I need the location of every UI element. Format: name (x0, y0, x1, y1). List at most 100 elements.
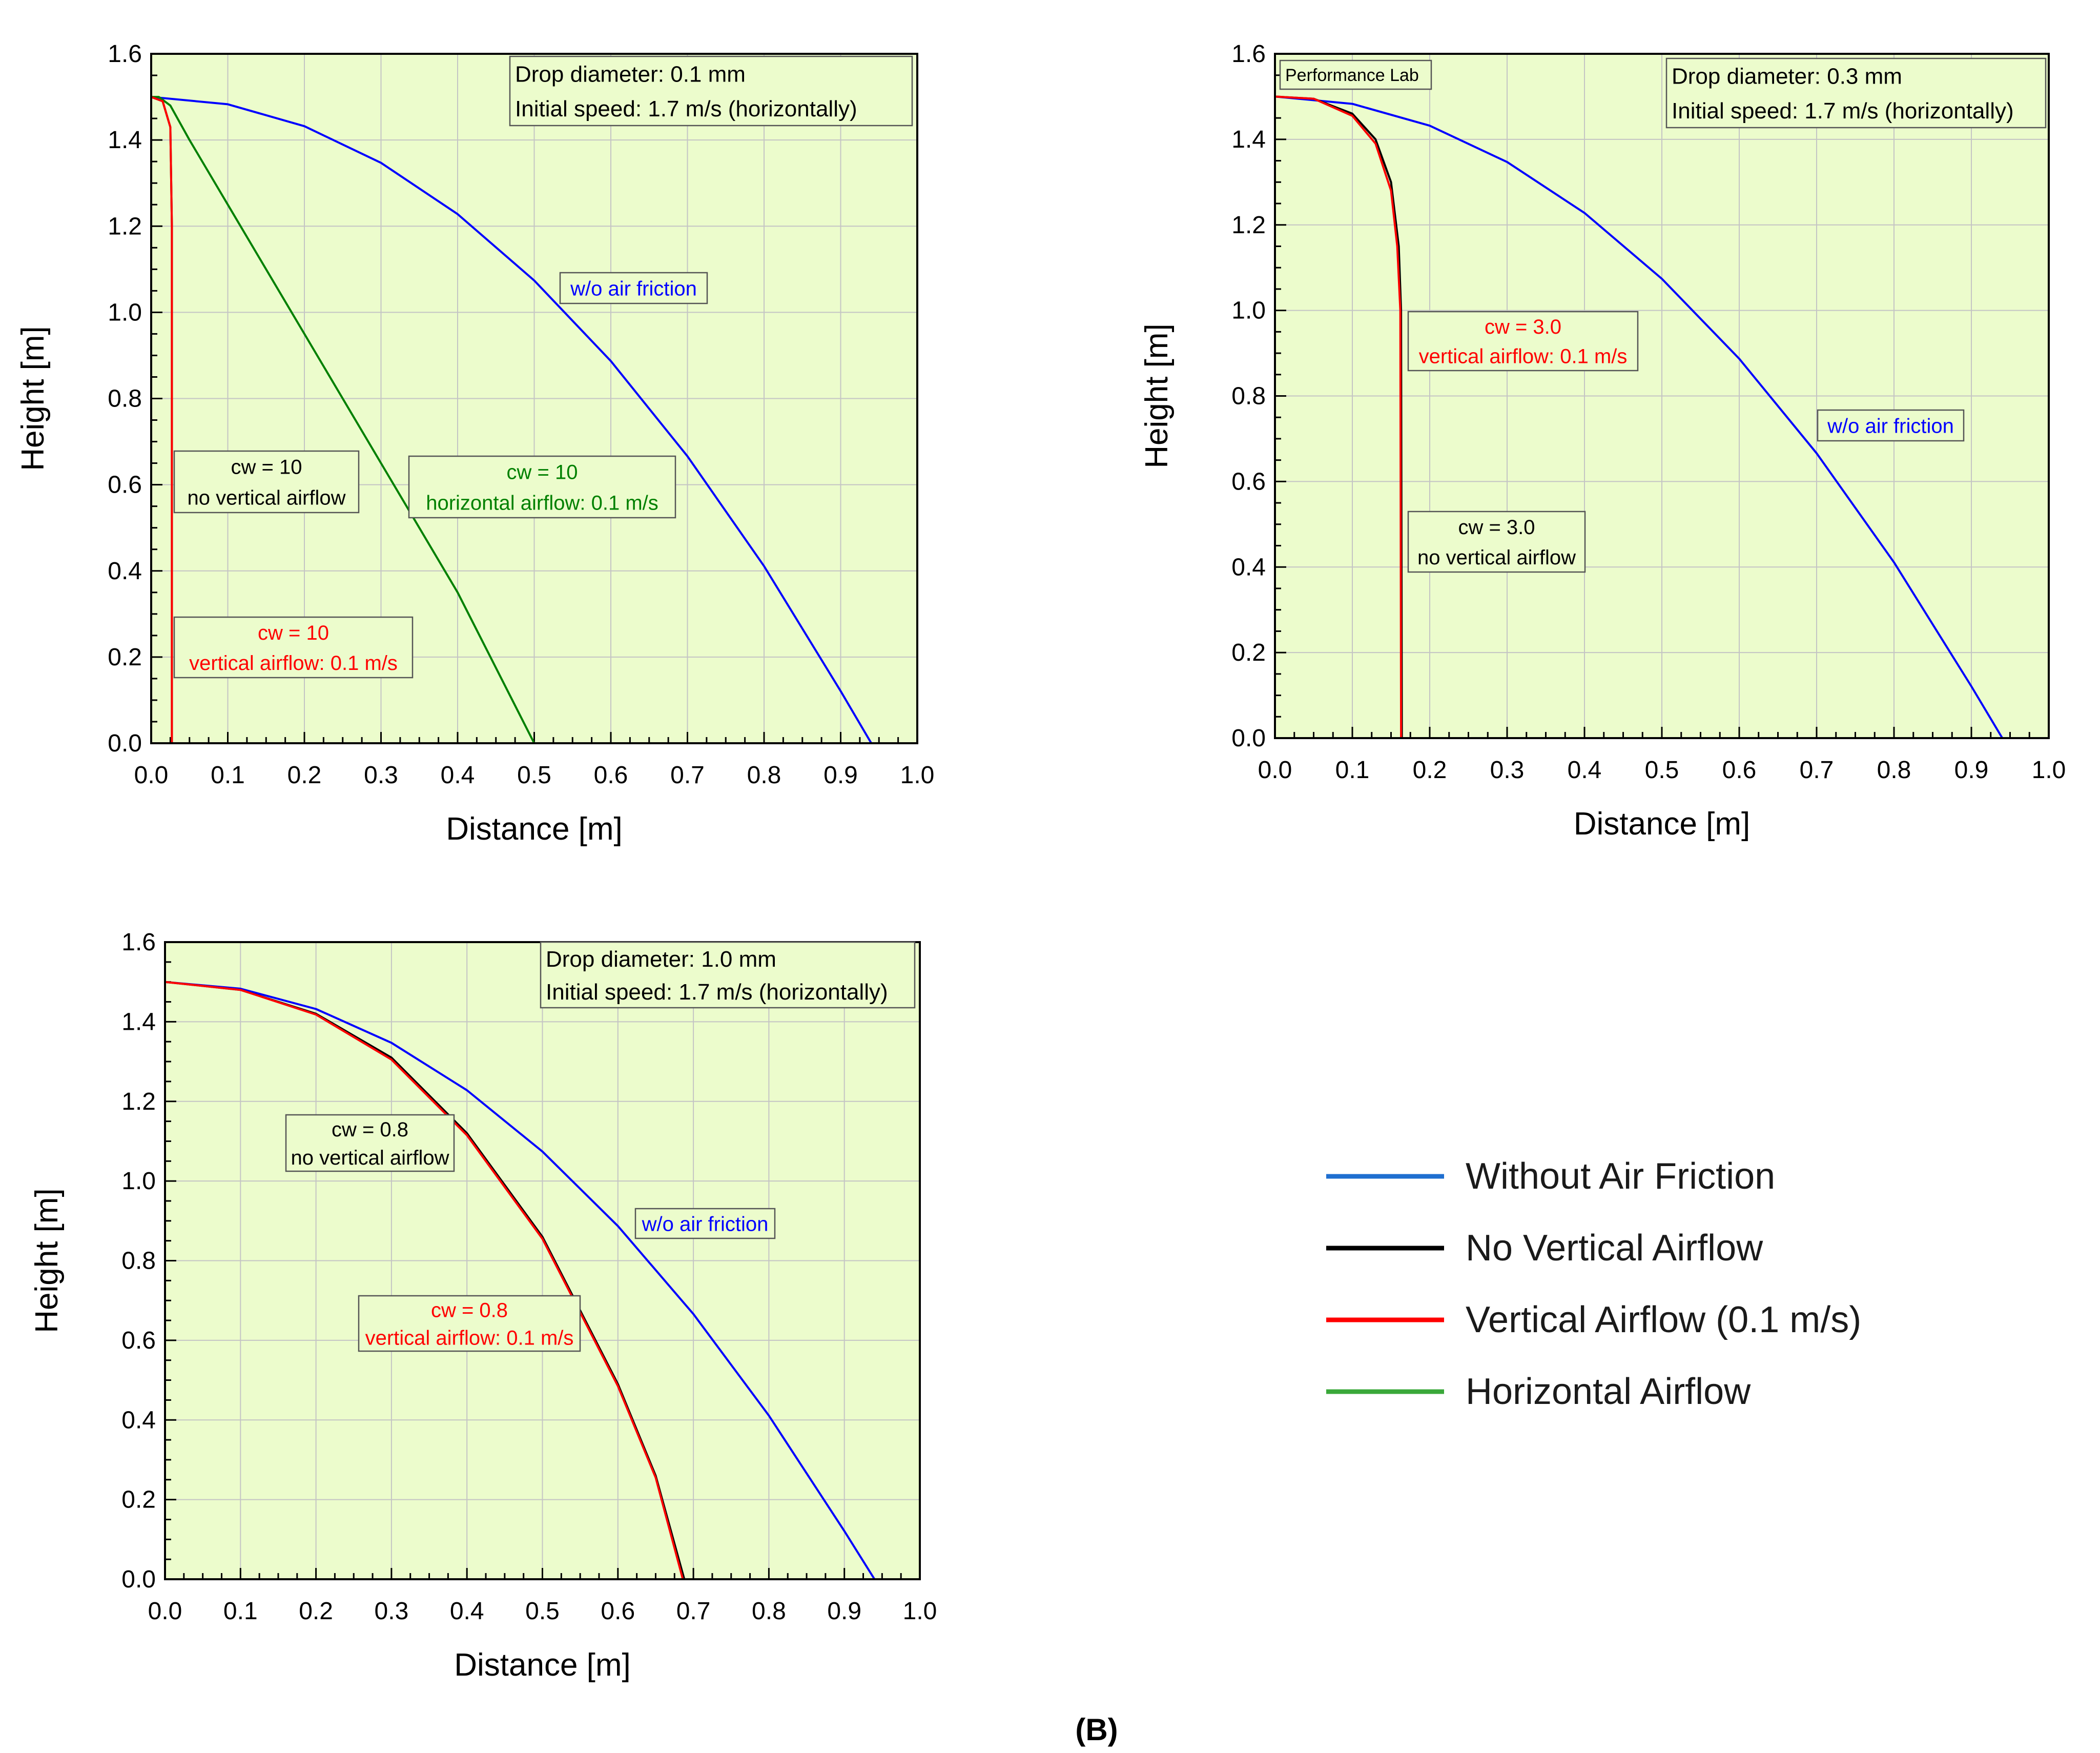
y-tick-label: 1.4 (108, 127, 142, 154)
annotation-2: cw = 10 no vertical airflow (173, 450, 360, 514)
x-tick-label: 0.4 (441, 762, 475, 789)
y-tick-label: 1.0 (121, 1168, 156, 1195)
annotation-4-text: vertical airflow: 0.1 m/s (189, 652, 398, 675)
y-tick-label: 0.8 (1231, 383, 1266, 410)
series-line-1 (151, 96, 873, 744)
x-tick-label: 0.2 (287, 762, 322, 789)
annotation-3: cw = 10 horizontal airflow: 0.1 m/s (408, 455, 676, 519)
annotation-3-text: no vertical airflow (1417, 546, 1576, 569)
chart-panel-3: 0.0 0.1 0.2 0.3 0.4 0.5 0.6 0.7 0.8 0.9 1.0 0.0 0.2 0… (29, 929, 937, 1683)
y-tick-label: 0.4 (121, 1407, 156, 1434)
y-tick-label: 0.6 (1231, 468, 1266, 495)
series-line-4 (151, 96, 173, 743)
corner-label-frame (1279, 59, 1432, 90)
y-tick-label: 0.0 (121, 1566, 156, 1593)
y-axis-label: Height [m] (29, 1188, 65, 1333)
x-tick-label: 0.3 (1490, 757, 1525, 784)
y-tick-label: 0.2 (1231, 639, 1266, 666)
series-line-1 (164, 981, 876, 1580)
x-tick-label: 0.6 (1722, 757, 1757, 784)
plots: 0.0 0.1 0.2 0.3 0.4 0.5 0.6 0.7 0.8 0.9 1.0 0.0 0.2 0… (15, 40, 2066, 1683)
x-tick-label: 0.8 (1877, 757, 1911, 784)
info-box-frame (509, 55, 913, 127)
x-tick-label: 0.3 (364, 762, 398, 789)
corner-label: Performance Lab (1279, 59, 1432, 90)
annotation-3-frame (408, 455, 676, 519)
x-tick-label: 1.0 (2032, 757, 2066, 784)
legend-label: Vertical Airflow (0.1 m/s) (1466, 1299, 1861, 1340)
y-axis-label: Height [m] (15, 326, 51, 471)
legend: Without Air Friction No Vertical Airflow V… (1326, 1156, 1861, 1412)
chart-panel-2: 0.0 0.1 0.2 0.3 0.4 0.5 0.6 0.7 0.8 0.9 1.0 0.0 0.2 0… (1139, 40, 2066, 842)
annotation-4-text: cw = 10 (258, 622, 329, 644)
x-axis-label: Distance [m] (446, 811, 623, 847)
y-axis-label: Height [m] (1139, 323, 1175, 468)
plot-frame (150, 53, 918, 744)
x-tick-label: 0.5 (1645, 757, 1679, 784)
annotation-1-text: cw = 3.0 (1485, 316, 1561, 338)
annotation-1-text: w/o air friction (570, 277, 697, 300)
info-box: Drop diameter: 0.3 mm Initial speed: 1.7 … (1665, 57, 2047, 129)
y-tick-label: 0.4 (108, 558, 142, 585)
y-tick-label: 0.8 (121, 1248, 156, 1275)
info-box-text: Drop diameter: 1.0 mm (546, 947, 776, 972)
x-tick-label: 0.2 (299, 1598, 333, 1625)
annotation-3-text: cw = 0.8 (431, 1299, 508, 1321)
annotation-2-text: cw = 10 (231, 456, 302, 478)
annotation-1-text: cw = 0.8 (332, 1118, 408, 1141)
annotation-1: cw = 3.0 vertical airflow: 0.1 m/s (1407, 311, 1639, 372)
x-tick-label: 0.3 (375, 1598, 409, 1625)
x-axis-label: Distance [m] (1574, 806, 1751, 842)
annotation-4-frame (173, 616, 414, 679)
y-tick-label: 1.4 (1231, 126, 1266, 153)
x-tick-label: 0.4 (1568, 757, 1602, 784)
y-tick-label: 0.2 (108, 644, 142, 671)
x-tick-label: 0.5 (517, 762, 551, 789)
info-box-text: Drop diameter: 0.1 mm (515, 62, 746, 87)
series-line-2 (151, 96, 536, 744)
chart-panel-1: 0.0 0.1 0.2 0.3 0.4 0.5 0.6 0.7 0.8 0.9 1.0 0.0 0.2 0… (15, 40, 934, 847)
x-tick-label: 1.0 (903, 1598, 937, 1625)
y-tick-label: 1.6 (1231, 40, 1266, 68)
info-box: Drop diameter: 1.0 mm Initial speed: 1.7 … (540, 941, 916, 1009)
corner-label-text: Performance Lab (1285, 66, 1419, 85)
x-axis-label: Distance [m] (454, 1647, 631, 1683)
info-box-frame (1665, 57, 2047, 129)
y-tick-label: 1.6 (121, 929, 156, 956)
plot-frame (1274, 53, 2050, 739)
annotation-3-text: cw = 10 (507, 461, 578, 483)
y-tick-label: 0.6 (108, 472, 142, 499)
annotation-1-text: vertical airflow: 0.1 m/s (1419, 345, 1628, 368)
y-tick-label: 1.6 (108, 40, 142, 68)
annotation-2-frame (634, 1208, 776, 1239)
annotation-2-frame (1817, 409, 1965, 442)
y-tick-label: 0.4 (1231, 554, 1266, 581)
annotation-3-frame (358, 1295, 581, 1352)
x-tick-label: 0.9 (827, 1598, 861, 1625)
annotation-2: w/o air friction (1817, 409, 1965, 442)
info-box: Drop diameter: 0.1 mm Initial speed: 1.7 … (509, 55, 913, 127)
info-box-text: Initial speed: 1.7 m/s (horizontally) (546, 980, 888, 1005)
annotation-3: cw = 0.8 vertical airflow: 0.1 m/s (358, 1295, 581, 1352)
y-tick-label: 0.0 (108, 730, 142, 757)
info-box-text: Drop diameter: 0.3 mm (1672, 64, 1902, 89)
x-tick-label: 0.0 (148, 1598, 182, 1625)
x-tick-label: 0.4 (450, 1598, 484, 1625)
annotation-1-frame (285, 1114, 455, 1172)
annotation-3-frame (1407, 511, 1586, 573)
x-tick-label: 0.1 (211, 762, 245, 789)
x-tick-label: 0.8 (747, 762, 781, 789)
annotation-3-text: horizontal airflow: 0.1 m/s (426, 492, 658, 514)
annotation-1: w/o air friction (559, 272, 708, 304)
x-tick-label: 0.9 (823, 762, 858, 789)
annotation-1-frame (1407, 311, 1639, 372)
y-tick-label: 0.8 (108, 385, 142, 413)
x-tick-label: 0.7 (676, 1598, 711, 1625)
x-tick-label: 0.6 (601, 1598, 635, 1625)
x-tick-label: 0.0 (134, 762, 169, 789)
x-tick-label: 0.7 (1800, 757, 1834, 784)
y-tick-label: 0.6 (121, 1327, 156, 1354)
annotation-2-text: no vertical airflow (187, 486, 345, 509)
legend-label: Without Air Friction (1466, 1156, 1775, 1197)
